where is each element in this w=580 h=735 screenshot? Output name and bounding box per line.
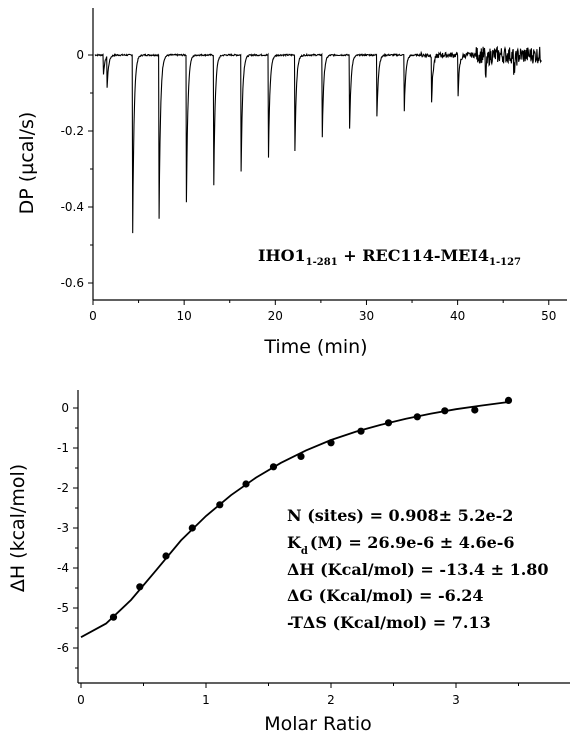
isotherm-y-tick-label: -1 (57, 441, 69, 455)
thermogram-y-axis-title: DP (µcal/s) (16, 112, 38, 215)
thermogram-x-tick-label: 20 (268, 309, 283, 323)
fit-param-n: N (sites) = 0.908± 5.2e-2 (287, 506, 513, 525)
isotherm-x-tick-label: 0 (77, 693, 85, 707)
isotherm-data-point (297, 452, 305, 460)
isotherm-y-ticks: 0 -1 -2 -3 -4 -5 -6 (57, 401, 78, 669)
isotherm-data-point (242, 480, 250, 488)
thermogram-y-tick-label: -0.2 (61, 124, 84, 138)
thermogram-panel: 0 -0.2 -0.4 -0.6 0 10 20 30 40 50 Time (min) DP … (16, 8, 567, 358)
isotherm-y-axis-title: ΔH (kcal/mol) (7, 464, 29, 592)
isotherm-x-tick-label: 1 (202, 693, 210, 707)
thermogram-y-tick-label: -0.6 (61, 276, 84, 290)
isotherm-data-point (188, 524, 196, 532)
thermogram-trace (94, 45, 542, 234)
isotherm-y-tick-label: -2 (57, 481, 69, 495)
thermogram-x-axis-title: Time (min) (263, 336, 367, 358)
isotherm-x-ticks: 0 1 2 3 (77, 683, 519, 707)
isotherm-y-tick-label: -3 (57, 521, 69, 535)
thermogram-y-ticks: 0 -0.2 -0.4 -0.6 (61, 48, 93, 290)
fit-param-dg: ΔG (Kcal/mol) = -6.24 (287, 586, 484, 605)
fit-param-dh: ΔH (Kcal/mol) = -13.4 ± 1.80 (287, 560, 549, 579)
thermogram-annotation: IHO11-281 + REC114-MEI41-127 (258, 246, 521, 268)
isotherm-data-point (162, 552, 170, 560)
fit-parameters: N (sites) = 0.908± 5.2e-2 Kd (M) = 26.9e-… (287, 506, 549, 632)
isotherm-x-tick-label: 2 (327, 693, 335, 707)
isotherm-data-point (441, 407, 449, 415)
isotherm-data-point (109, 613, 118, 621)
fit-param-kd: Kd (M) = 26.9e-6 ± 4.6e-6 (287, 533, 515, 557)
isotherm-fit-curve (80, 401, 509, 638)
thermogram-x-tick-label: 30 (359, 309, 374, 323)
isotherm-data-point (471, 406, 479, 414)
isotherm-data-point (504, 396, 513, 404)
isotherm-panel: 0 -1 -2 -3 -4 -5 -6 0 1 2 3 Molar Ratio ΔH (kcal/… (7, 390, 570, 735)
isotherm-data-point (136, 583, 144, 591)
thermogram-y-tick-label: 0 (76, 48, 84, 62)
isotherm-data-point (384, 419, 393, 427)
isotherm-y-tick-label: -6 (57, 641, 69, 655)
thermogram-x-tick-label: 50 (541, 309, 556, 323)
isotherm-y-tick-label: 0 (61, 401, 69, 415)
isotherm-data-point (413, 413, 421, 421)
isotherm-x-axis-title: Molar Ratio (264, 713, 372, 735)
thermogram-x-tick-label: 40 (450, 309, 465, 323)
thermogram-y-tick-label: -0.4 (61, 200, 84, 214)
isotherm-data-point (357, 427, 365, 435)
isotherm-y-tick-label: -5 (57, 601, 69, 615)
thermogram-x-ticks: 0 10 20 30 40 50 (89, 300, 556, 323)
isotherm-data-points (109, 396, 513, 621)
thermogram-x-tick-label: 10 (177, 309, 192, 323)
isotherm-data-point (269, 463, 278, 471)
fit-param-tds: -TΔS (Kcal/mol) = 7.13 (287, 613, 491, 632)
thermogram-x-tick-label: 0 (89, 309, 97, 323)
isotherm-x-tick-label: 3 (452, 693, 460, 707)
isotherm-y-tick-label: -4 (57, 561, 69, 575)
isotherm-data-point (327, 439, 335, 447)
isotherm-data-point (216, 501, 224, 509)
